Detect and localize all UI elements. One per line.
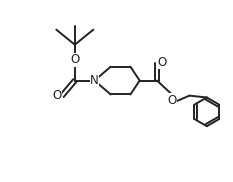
- Text: N: N: [90, 74, 99, 87]
- Text: O: O: [158, 56, 167, 69]
- Text: O: O: [168, 94, 177, 107]
- Text: O: O: [52, 89, 62, 102]
- Text: O: O: [70, 54, 79, 66]
